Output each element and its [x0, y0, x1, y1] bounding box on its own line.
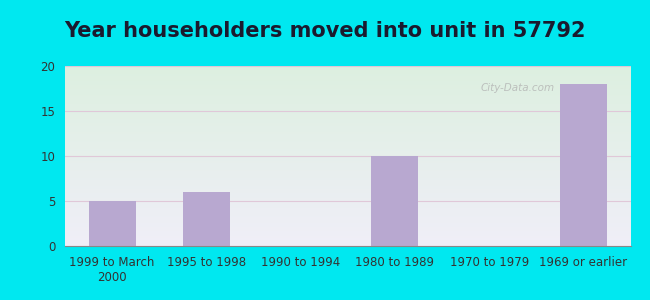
Bar: [371, 156, 419, 246]
Bar: [88, 201, 136, 246]
Bar: [183, 192, 230, 246]
Text: City-Data.com: City-Data.com: [480, 82, 554, 93]
Text: Year householders moved into unit in 57792: Year householders moved into unit in 577…: [64, 21, 586, 41]
Bar: [560, 84, 607, 246]
